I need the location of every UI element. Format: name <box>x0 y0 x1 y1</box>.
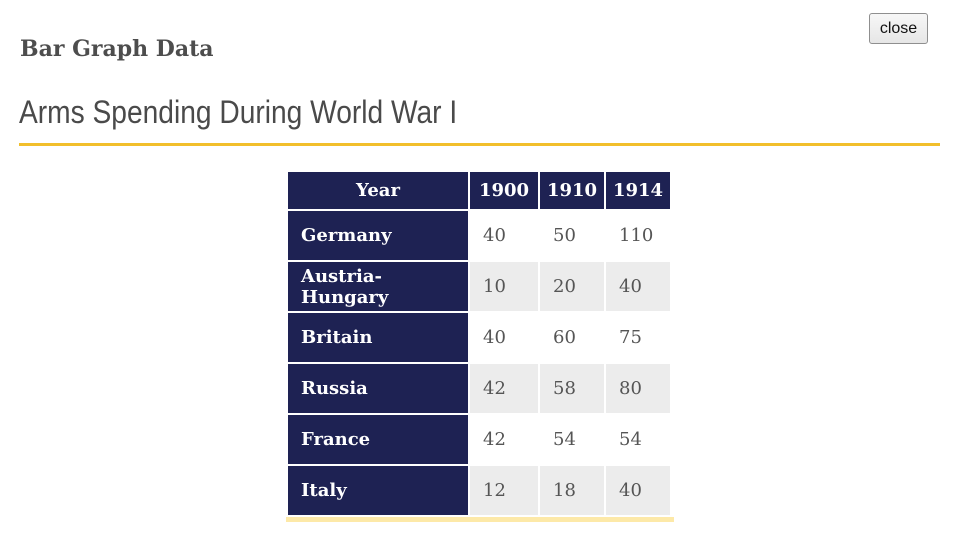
table-row: France 42 54 54 <box>288 415 670 464</box>
table-row: Italy 12 18 40 <box>288 466 670 515</box>
header-1910: 1910 <box>540 172 604 209</box>
table-row: Britain 40 60 75 <box>288 313 670 362</box>
row-label-france: France <box>288 415 468 464</box>
table-cell: 40 <box>470 211 538 260</box>
table-cell: 42 <box>470 415 538 464</box>
table-cell: 75 <box>606 313 670 362</box>
table-bottom-border <box>286 517 674 522</box>
table-cell: 40 <box>606 466 670 515</box>
close-button[interactable]: close <box>869 13 928 44</box>
header-1914: 1914 <box>606 172 670 209</box>
row-label-italy: Italy <box>288 466 468 515</box>
row-label-britain: Britain <box>288 313 468 362</box>
table-cell: 110 <box>606 211 670 260</box>
table-cell: 20 <box>540 262 604 311</box>
table-header-row: Year 1900 1910 1914 <box>288 172 670 209</box>
table-cell: 40 <box>470 313 538 362</box>
table-cell: 54 <box>540 415 604 464</box>
table-cell: 58 <box>540 364 604 413</box>
table-cell: 42 <box>470 364 538 413</box>
table-row: Russia 42 58 80 <box>288 364 670 413</box>
page-title: Arms Spending During World War I <box>19 94 458 130</box>
row-label-russia: Russia <box>288 364 468 413</box>
title-underline <box>19 143 940 146</box>
table-cell: 18 <box>540 466 604 515</box>
row-label-germany: Germany <box>288 211 468 260</box>
table-cell: 12 <box>470 466 538 515</box>
table-cell: 40 <box>606 262 670 311</box>
panel-title: Bar Graph Data <box>20 36 214 62</box>
header-year: Year <box>288 172 468 209</box>
table-cell: 54 <box>606 415 670 464</box>
table-cell: 60 <box>540 313 604 362</box>
header-1900: 1900 <box>470 172 538 209</box>
table-row: Austria-Hungary 10 20 40 <box>288 262 670 311</box>
table-cell: 10 <box>470 262 538 311</box>
row-label-austria-hungary: Austria-Hungary <box>288 262 468 311</box>
arms-spending-table: Year 1900 1910 1914 Germany 40 50 110 Au… <box>286 170 672 517</box>
table-cell: 80 <box>606 364 670 413</box>
table-cell: 50 <box>540 211 604 260</box>
table-row: Germany 40 50 110 <box>288 211 670 260</box>
